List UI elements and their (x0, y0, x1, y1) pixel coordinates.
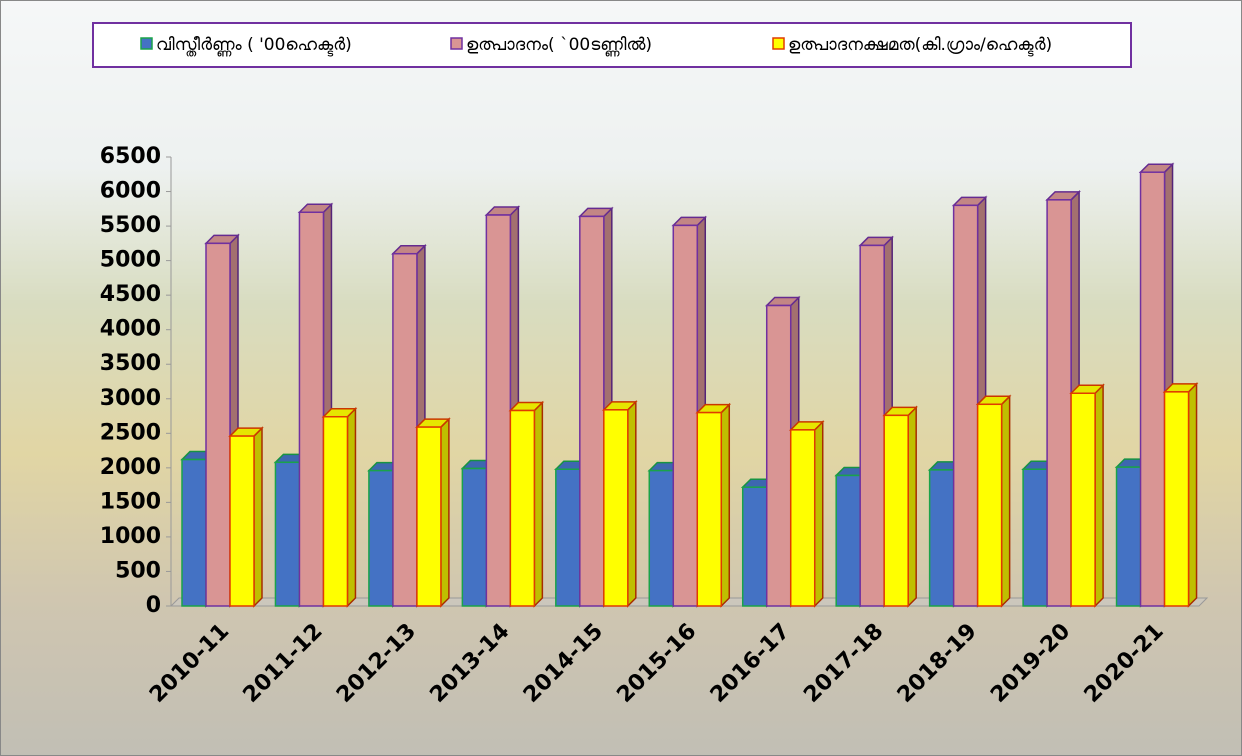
y-tick-label: 1500 (100, 489, 161, 514)
x-tick-label: 2015-16 (612, 619, 701, 708)
x-tick-label: 2011-12 (239, 619, 328, 708)
bar-side (533, 400, 544, 608)
bar (883, 414, 909, 607)
x-tick-label: 2017-18 (799, 619, 888, 708)
bar (1163, 391, 1190, 607)
bar (298, 211, 325, 607)
y-tick-label: 2500 (100, 420, 161, 445)
bar-side (627, 400, 637, 608)
bar (368, 469, 394, 607)
bar (274, 461, 301, 607)
bar-side (1187, 382, 1198, 608)
bar (696, 411, 723, 607)
legend-box (92, 22, 1132, 68)
bar-side (720, 402, 731, 608)
y-tick-label: 3000 (100, 386, 161, 411)
bar (835, 474, 861, 607)
y-tick-label: 6500 (100, 144, 161, 169)
y-tick-label: 4500 (100, 282, 161, 307)
bar (1022, 468, 1048, 607)
x-tick-label: 2020-21 (1080, 619, 1169, 708)
legend-label: ഉത്പാദനം( `00ടണ്ണിൽ) (466, 35, 652, 58)
y-tick-label: 0 (146, 593, 161, 618)
bar-side (253, 426, 263, 608)
x-tick-label: 2016-17 (706, 619, 795, 708)
bar (1115, 466, 1142, 607)
bar (1046, 199, 1072, 607)
bar (789, 429, 816, 607)
legend-label: ഉത്പാദനക്ഷമത(കി.ഗ്രാം/ഹെക്ടർ) (788, 35, 1052, 57)
bar (416, 426, 442, 607)
x-tick-label: 2010-11 (145, 619, 234, 708)
y-tick-label: 6000 (100, 179, 161, 204)
bar-side (1000, 394, 1011, 608)
bar (555, 468, 581, 607)
bar (648, 469, 675, 607)
bar (181, 458, 207, 607)
x-tick-label: 2014-15 (519, 619, 608, 708)
bar (205, 242, 231, 607)
bar-side (1094, 383, 1104, 608)
y-tick-label: 2000 (100, 455, 161, 480)
bar (579, 215, 605, 607)
bar-side (440, 417, 450, 608)
bar (229, 435, 255, 607)
y-tick-label: 5000 (100, 248, 161, 273)
legend-swatch (140, 37, 153, 50)
x-tick-label: 2013-14 (425, 619, 514, 708)
x-tick-label: 2012-13 (332, 619, 421, 708)
legend-swatch (772, 37, 785, 50)
bar (672, 224, 699, 607)
y-tick-label: 500 (115, 558, 161, 583)
bar-side (907, 405, 917, 608)
bar (509, 409, 536, 607)
bar (392, 252, 418, 607)
y-tick-label: 4000 (100, 317, 161, 342)
bar-side (346, 406, 357, 608)
y-tick-label: 3500 (100, 351, 161, 376)
legend-swatch (450, 37, 463, 50)
bar (1139, 171, 1166, 607)
bar (976, 403, 1003, 607)
bar-side (813, 420, 824, 608)
bar (1070, 392, 1096, 607)
y-tick-label: 1000 (100, 524, 161, 549)
bar (461, 467, 488, 607)
y-tick-label: 5500 (100, 213, 161, 238)
x-tick-label: 2018-19 (893, 619, 982, 708)
bar (603, 409, 629, 607)
bar (928, 469, 955, 607)
legend-label: വിസ്തീർണ്ണം ( '00ഹെക്ടർ) (156, 35, 352, 58)
bar (485, 214, 512, 607)
x-tick-label: 2019-20 (986, 619, 1075, 708)
bar (322, 415, 349, 607)
bar (952, 204, 979, 607)
bar (859, 244, 885, 607)
bar (741, 486, 768, 607)
bar (765, 304, 792, 607)
